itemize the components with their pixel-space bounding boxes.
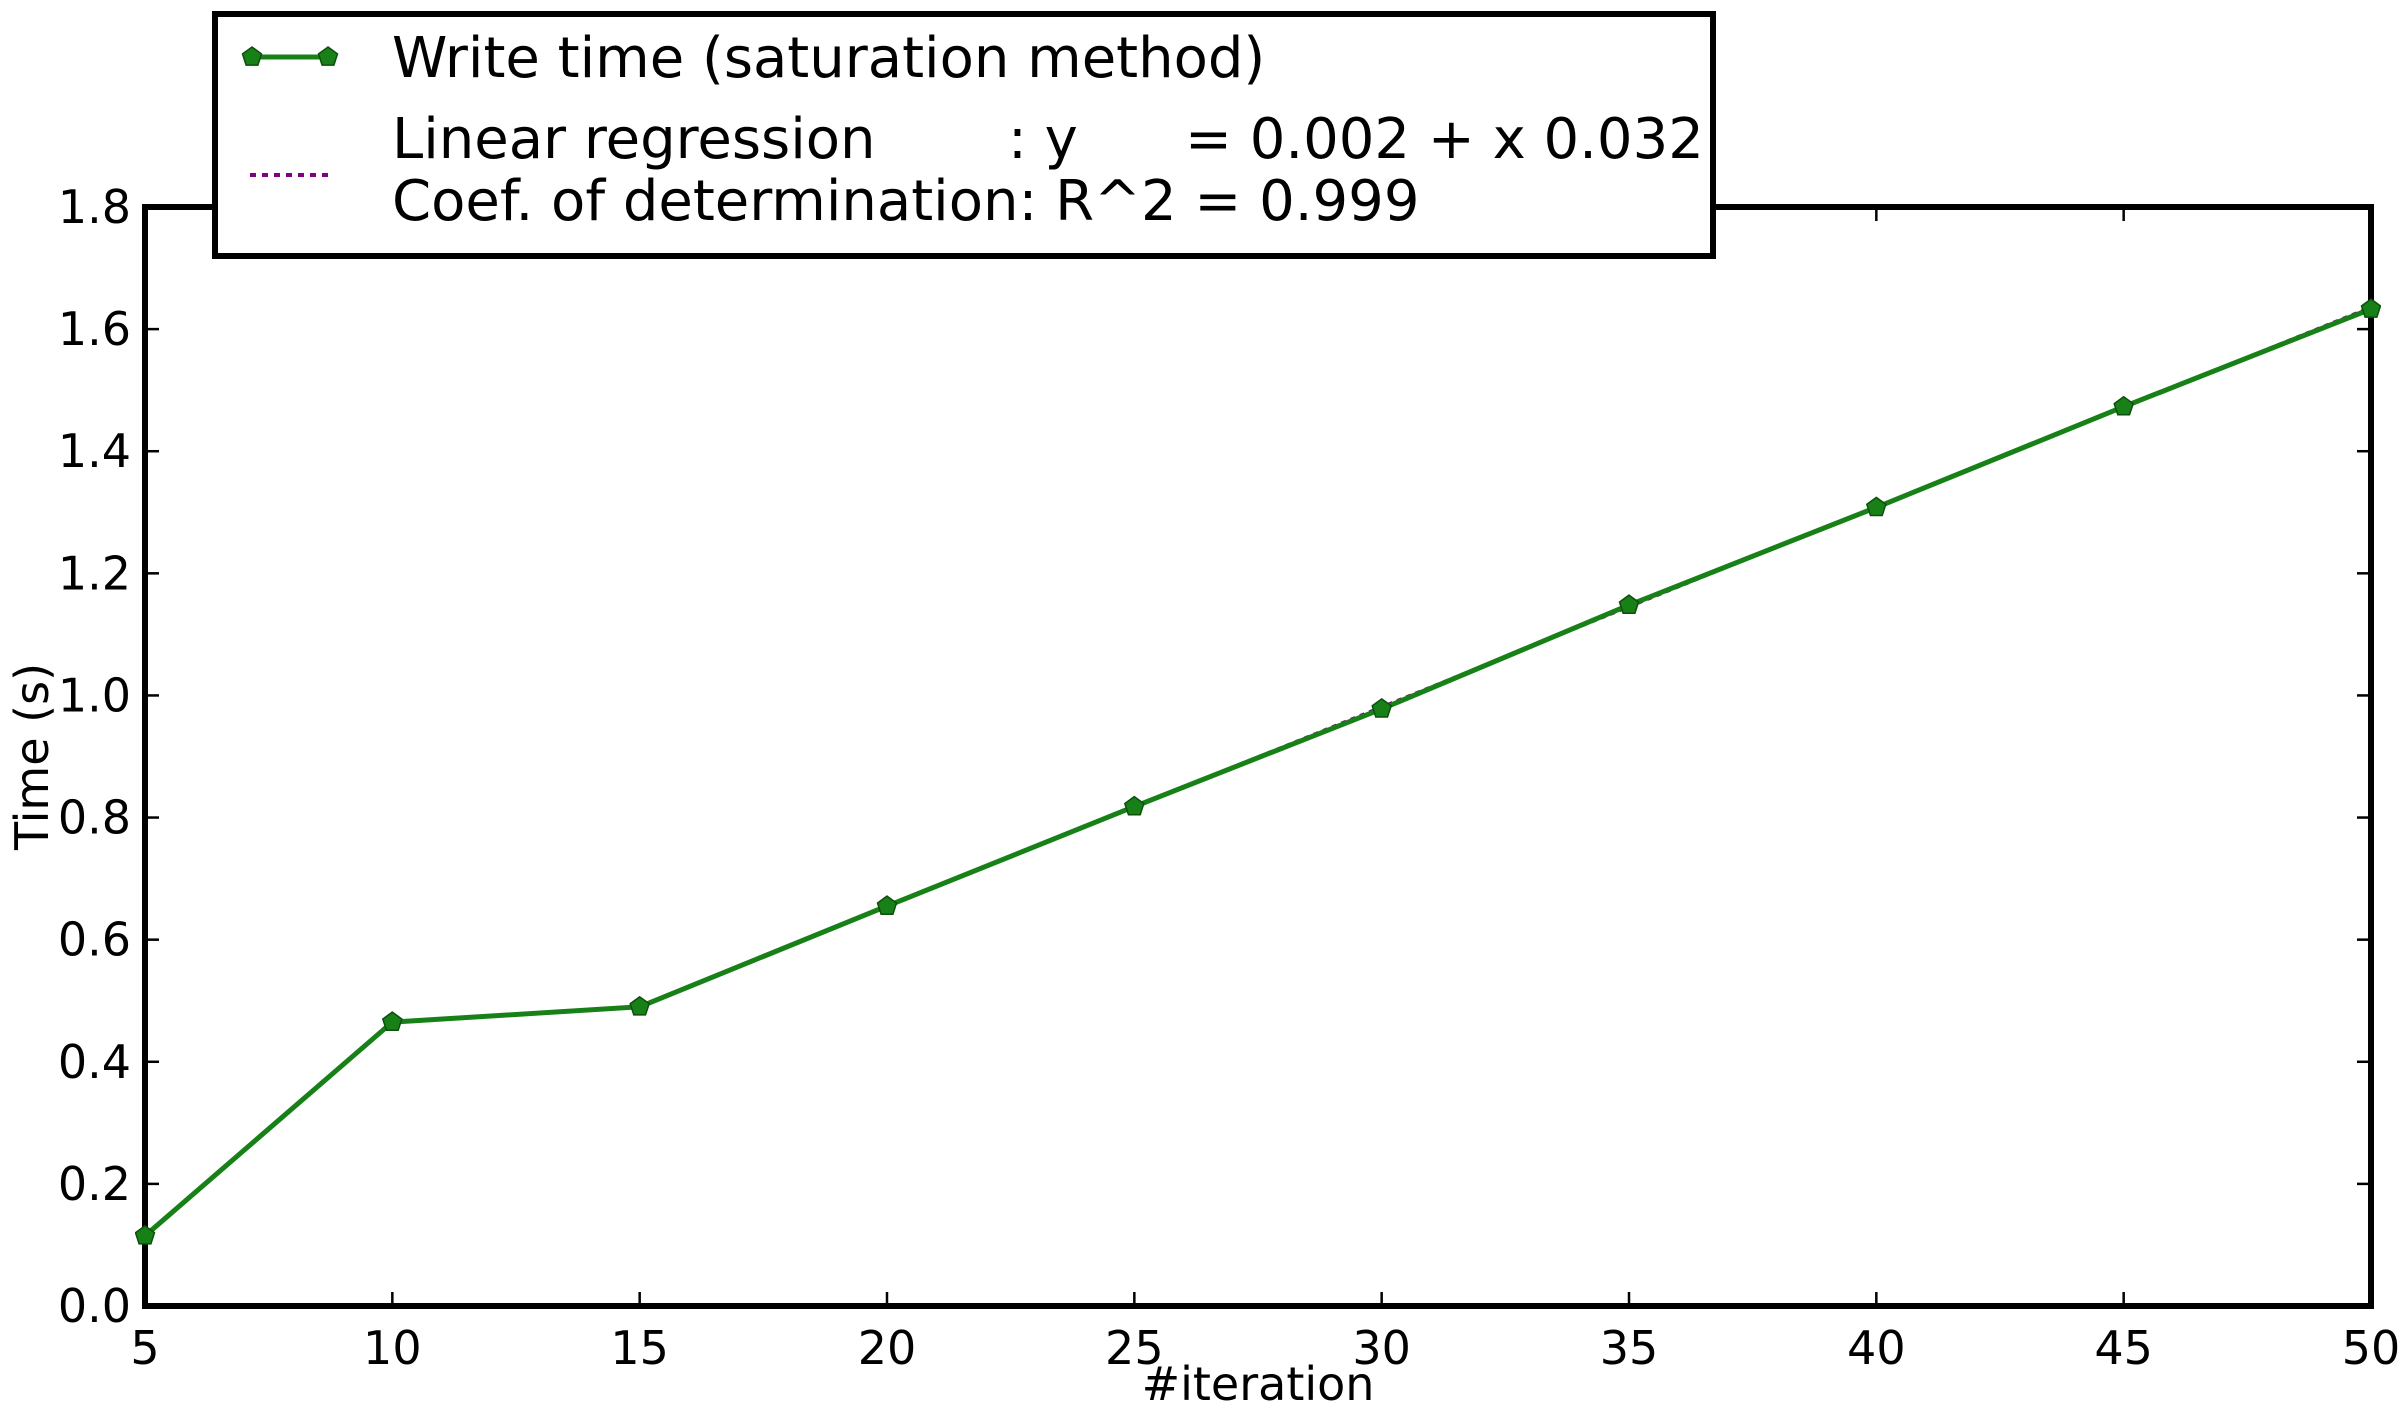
y-tick-label: 1.4 bbox=[58, 424, 131, 478]
x-tick-label: 30 bbox=[1352, 1321, 1411, 1375]
y-tick-label: 1.2 bbox=[58, 546, 131, 600]
legend-label-regression-part: = 0.002 + x 0.032 bbox=[1185, 107, 1704, 172]
y-axis-label: Time (s) bbox=[5, 663, 59, 851]
x-tick-label: 35 bbox=[1600, 1321, 1659, 1375]
y-tick-label: 0.4 bbox=[58, 1035, 131, 1089]
legend-label-regression-part: Linear regression bbox=[392, 107, 876, 172]
x-tick-label: 20 bbox=[858, 1321, 917, 1375]
y-tick-label: 1.0 bbox=[58, 668, 131, 722]
x-tick-label: 45 bbox=[2094, 1321, 2153, 1375]
legend-label-write-time: Write time (saturation method) bbox=[392, 26, 1265, 91]
y-tick-label: 0.8 bbox=[58, 791, 131, 845]
write-time-line bbox=[143, 306, 2372, 1238]
x-tick-label: 50 bbox=[2342, 1321, 2400, 1375]
write-time-marker bbox=[1371, 697, 1393, 718]
write-time-marker bbox=[381, 1011, 403, 1031]
write-time-marker bbox=[876, 895, 898, 915]
y-tick-label: 0.6 bbox=[58, 913, 131, 967]
x-axis-label: #iteration bbox=[1142, 1357, 1375, 1411]
x-tick-label: 40 bbox=[1847, 1321, 1906, 1375]
legend-marker bbox=[241, 46, 263, 66]
legend-label-regression-part: : y bbox=[1008, 107, 1078, 172]
y-tick-label: 0.2 bbox=[58, 1157, 131, 1211]
write-time-marker bbox=[1123, 795, 1145, 816]
x-tick-label: 10 bbox=[363, 1321, 422, 1375]
legend: Write time (saturation method) Linear reg… bbox=[212, 11, 1716, 259]
write-time-marker bbox=[629, 995, 651, 1016]
write-time-marker bbox=[1865, 496, 1887, 517]
legend-label-determination: Coef. of determination: R^2 = 0.999 bbox=[392, 169, 1419, 234]
legend-box bbox=[212, 11, 1716, 259]
write-time-marker bbox=[1618, 594, 1640, 614]
series-group bbox=[135, 298, 2381, 1245]
write-time-marker bbox=[135, 1224, 156, 1245]
x-tick-label: 15 bbox=[610, 1321, 669, 1375]
y-tick-label: 1.6 bbox=[58, 302, 131, 356]
x-tick-label: 5 bbox=[130, 1321, 159, 1375]
x-tick-label: 25 bbox=[1105, 1321, 1164, 1375]
write-time-marker bbox=[2113, 395, 2135, 416]
write-time-marker bbox=[2360, 298, 2381, 318]
y-tick-label: 0.0 bbox=[58, 1279, 131, 1333]
legend-marker bbox=[317, 46, 339, 66]
y-tick-label: 1.8 bbox=[58, 180, 131, 234]
